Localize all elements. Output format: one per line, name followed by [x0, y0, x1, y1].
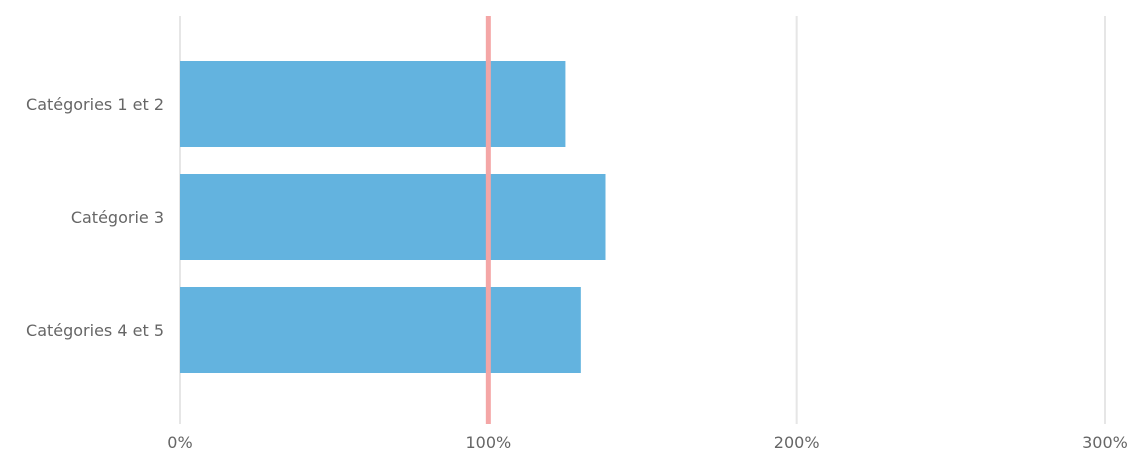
bar-2: [180, 287, 581, 373]
x-tick-label-0: 0%: [167, 433, 192, 452]
bar-1: [180, 174, 606, 260]
x-tick-label-layer: 0% 100% 200% 300%: [167, 433, 1128, 452]
bar-layer: [180, 61, 606, 373]
category-label-layer: Catégories 1 et 2 Catégorie 3 Catégories 4…: [26, 95, 164, 340]
category-label-1: Catégorie 3: [71, 208, 164, 227]
x-tick-label-3: 300%: [1082, 433, 1128, 452]
x-tick-label-1: 100%: [465, 433, 511, 452]
x-tick-label-2: 200%: [774, 433, 820, 452]
category-label-0: Catégories 1 et 2: [26, 95, 164, 114]
category-label-2: Catégories 4 et 5: [26, 321, 164, 340]
bar-0: [180, 61, 566, 147]
